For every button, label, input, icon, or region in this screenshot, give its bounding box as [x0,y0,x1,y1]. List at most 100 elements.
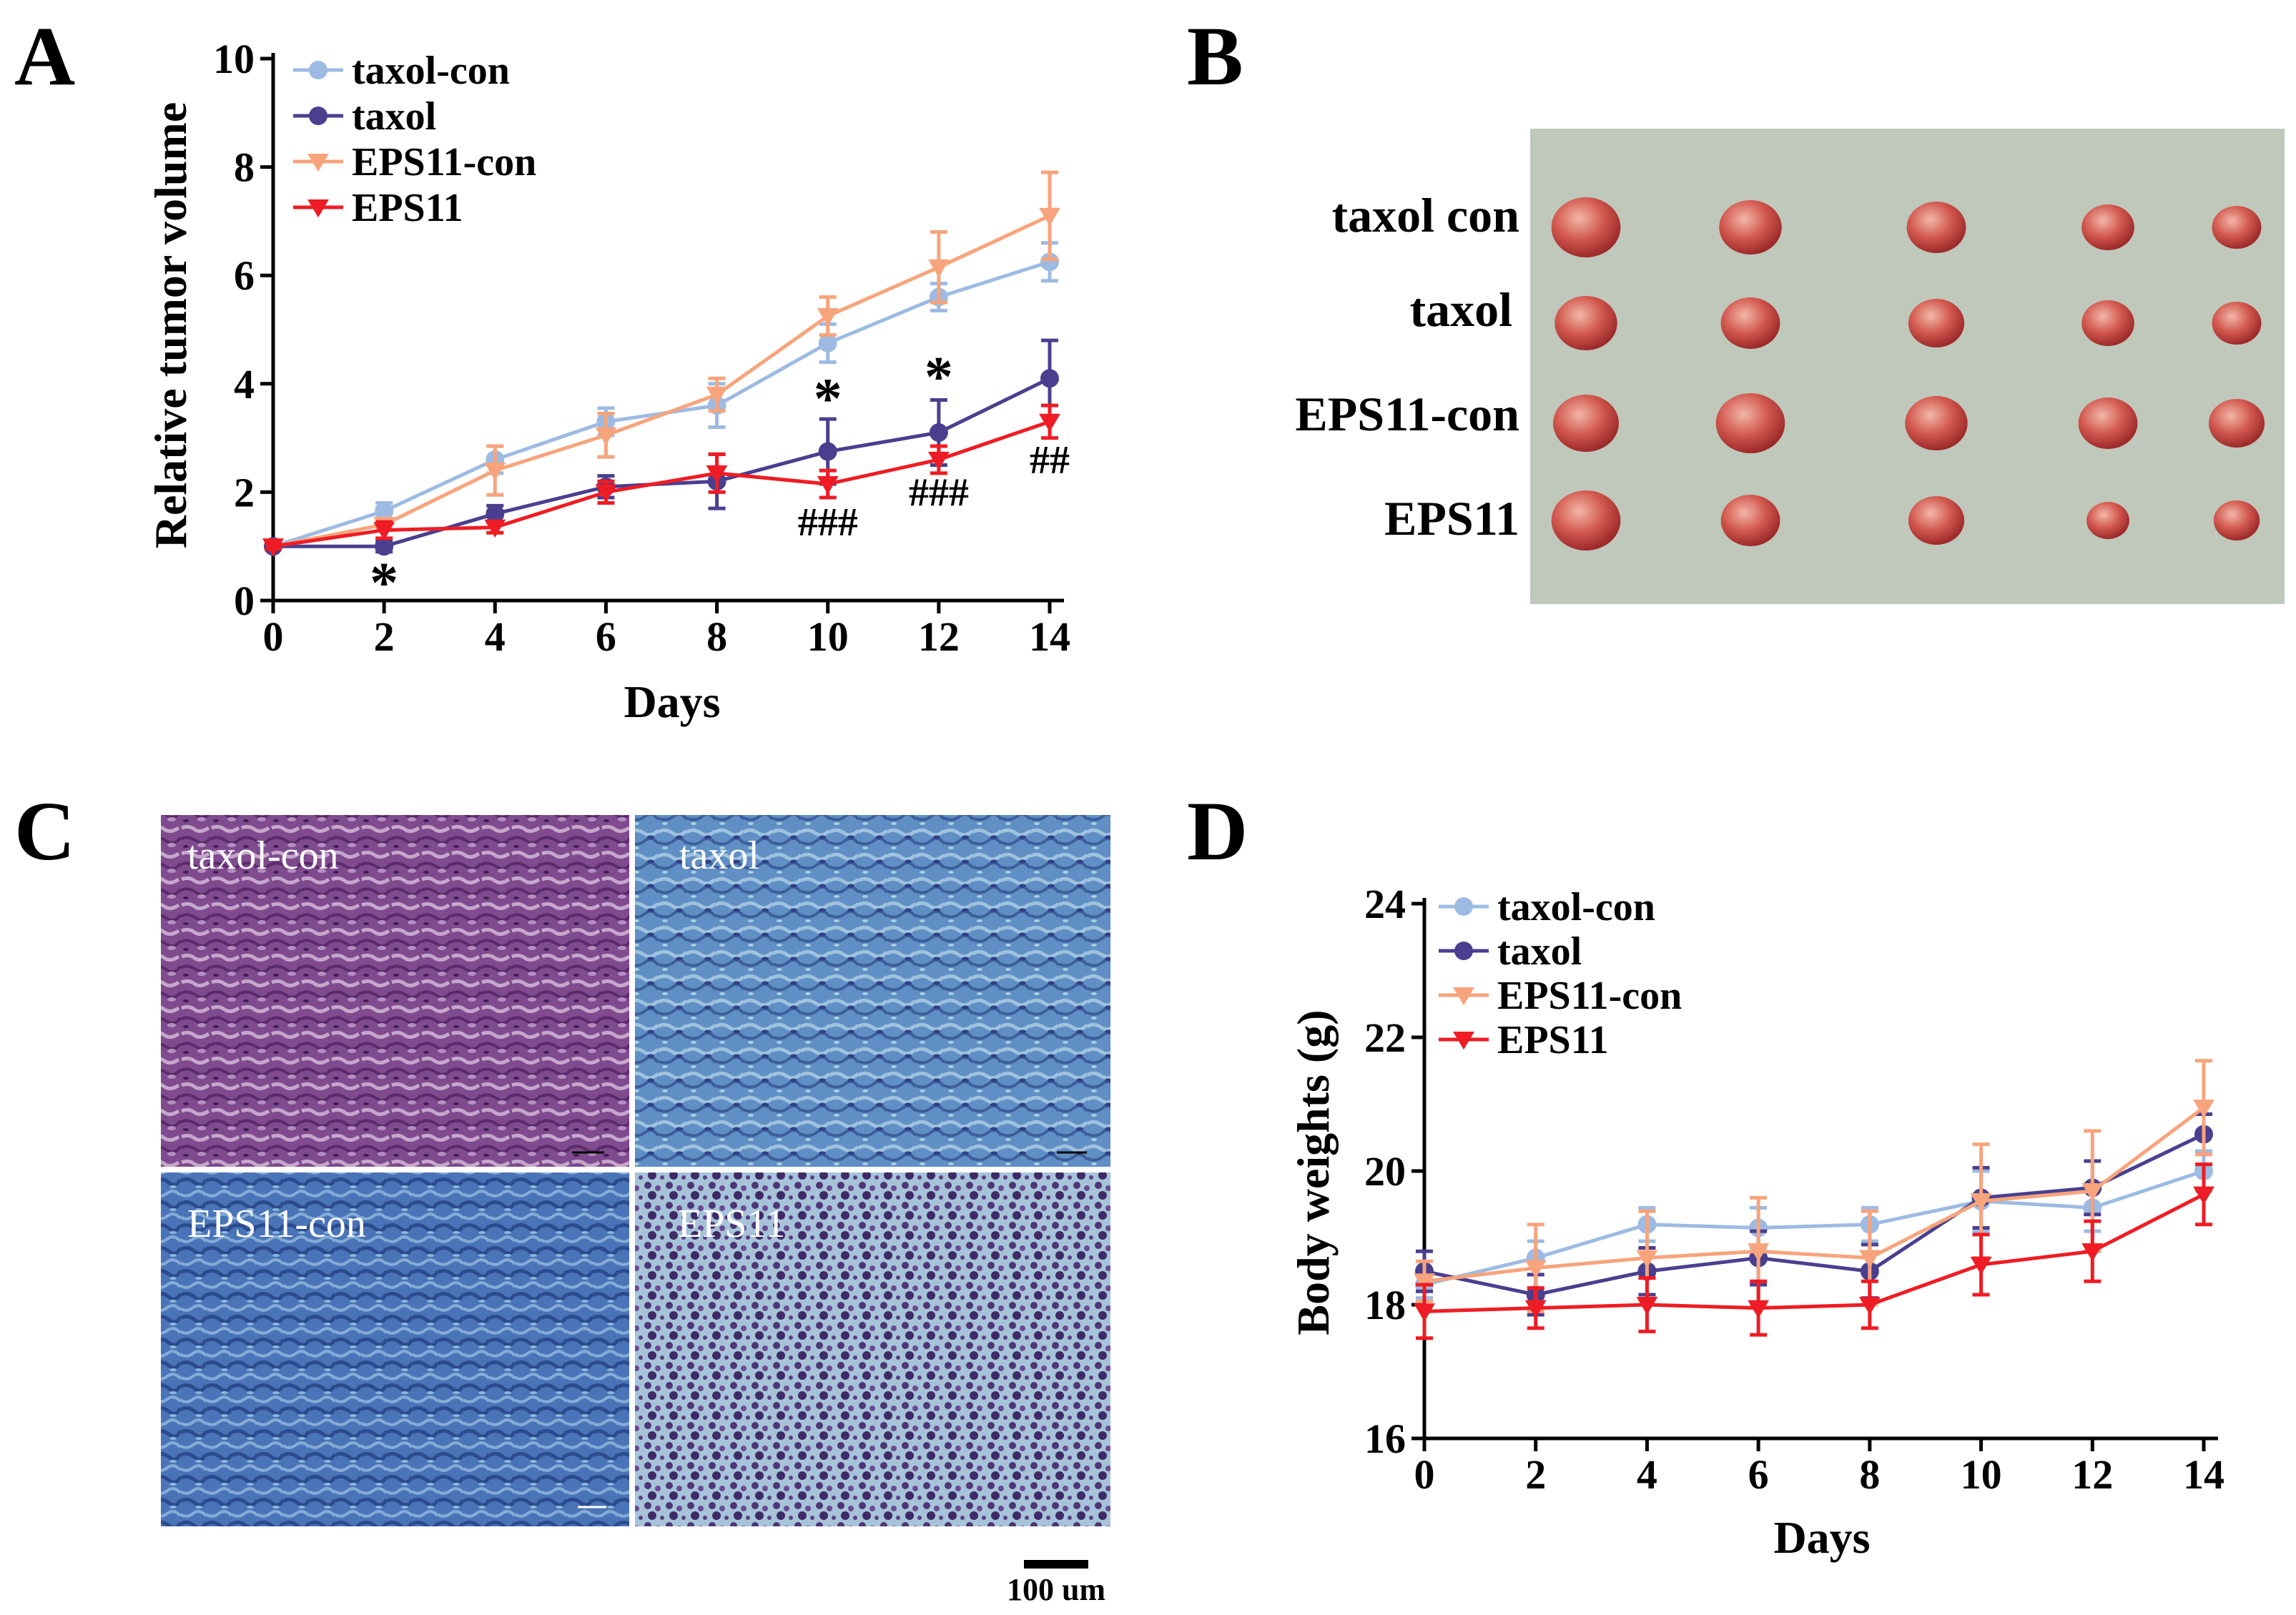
y-tick-label: 2 [234,469,255,515]
micrograph-taxol [635,815,1110,1167]
data-point [1748,1243,1770,1262]
tumor-specimens [1551,197,2265,550]
data-point [1039,413,1060,433]
data-point [2193,1186,2214,1205]
legend-swatch-marker [1454,942,1473,960]
tumor-specimen [1905,396,1968,450]
x-tick-label: 8 [706,613,727,660]
y-tick-label: 16 [1364,1416,1406,1462]
tumor-specimen [2081,300,2134,346]
x-tick-label: 0 [263,613,284,660]
tumor-specimen [1908,496,1965,545]
micrograph-label-eps11-con: EPS11-con [187,1202,366,1246]
series-line-eps11-con [1424,1106,2205,1283]
x-tick-label: 14 [2183,1451,2224,1498]
tumor-photo-panel [1530,129,2285,604]
legend-item-taxol-con: taxol-con [293,49,510,93]
series-eps11-con [1414,1059,2214,1313]
data-point [929,423,948,443]
data-point [817,475,839,495]
data-point [1414,1303,1435,1322]
micrograph-eps11-con [161,1172,629,1526]
data-point [1636,1296,1658,1315]
legend-label: EPS11 [352,186,463,230]
y-tick-label: 8 [234,144,255,191]
photo-row-label-eps11: EPS11 [1384,491,1519,545]
x-tick-label: 14 [1029,613,1070,660]
tumor-specimen [2078,397,2138,449]
micrograph-label-taxol: taxol [679,834,759,878]
tumor-specimen [1553,395,1619,452]
x-tick-label: 10 [807,613,849,660]
photo-row-label-taxol: taxol [1409,282,1512,337]
y-tick-label: 4 [234,361,255,408]
micrograph-taxol-con [161,815,629,1167]
y-tick-label: 10 [213,36,255,82]
data-point [1414,1273,1435,1292]
tumor-specimen [1715,393,1785,453]
significance-annotation: * [370,552,398,615]
data-point [375,501,394,520]
tumor-specimen [2208,399,2265,448]
x-tick-label: 0 [1414,1451,1435,1498]
legend-label: EPS11-con [352,140,536,184]
data-point [818,333,837,352]
chart-a-y-axis-title: Relative tumor volume [145,102,196,548]
legend-swatch-marker [1453,987,1474,1006]
tumor-specimen [1906,202,1966,253]
legend-swatch-marker [309,61,327,79]
significance-annotation: * [925,346,953,409]
data-point [2081,1183,2104,1202]
x-tick-label: 6 [1748,1451,1769,1498]
tumor-specimen [1551,197,1621,257]
series-line-eps11 [272,420,1050,548]
y-tick-label: 18 [1364,1282,1406,1328]
significance-annotation: ## [1030,438,1070,483]
tumor-specimen [1551,490,1621,550]
panel-letter-c: C [14,784,75,878]
tumor-specimen [2213,500,2260,540]
micrograph-label-taxol-con: taxol-con [187,834,338,878]
data-point [706,386,728,405]
data-point [1039,207,1060,227]
y-tick-label: 24 [1364,881,1406,927]
y-tick-label: 22 [1364,1014,1406,1061]
legend-item-taxol-con: taxol-con [1439,885,1655,929]
legend-item-taxol: taxol [293,94,436,139]
tumor-specimen [1719,200,1782,255]
data-point [484,463,506,481]
y-tick-label: 20 [1364,1148,1406,1195]
series-eps11 [1414,1162,2214,1340]
x-tick-label: 12 [2071,1451,2113,1498]
x-tick-label: 4 [1637,1451,1657,1498]
data-point [1040,369,1059,388]
data-point [262,538,284,557]
legend-swatch-marker [307,153,329,172]
data-point [2081,1243,2104,1262]
data-point [1636,1250,1658,1268]
legend-swatch-marker [1454,897,1473,916]
series-line-taxol [1424,1132,2205,1297]
panel-letter-d: D [1187,784,1248,878]
legend-label: taxol-con [352,49,510,93]
tumor-specimen [1720,297,1780,349]
legend-label: taxol [1497,929,1582,974]
photo-row-label-taxol-con: taxol con [1331,188,1519,242]
tumor-specimen [1720,495,1780,546]
significance-annotation: ### [909,470,969,515]
scale-bar [1024,1560,1088,1569]
tumor-specimen [2212,206,2262,249]
data-point [595,484,617,503]
series-line-eps11 [1424,1192,2205,1313]
data-point [1970,1193,1992,1212]
x-tick-label: 12 [918,613,960,660]
chart-d-y-axis-title: Body weights (g) [1288,1009,1339,1335]
y-tick-label: 6 [234,252,255,299]
scale-bar-label: 100 um [1007,1572,1105,1607]
data-point [373,522,395,540]
legend-item-eps11-con: EPS11-con [1439,974,1682,1018]
legend-item-eps11: EPS11 [1439,1018,1609,1062]
data-point [484,519,506,538]
